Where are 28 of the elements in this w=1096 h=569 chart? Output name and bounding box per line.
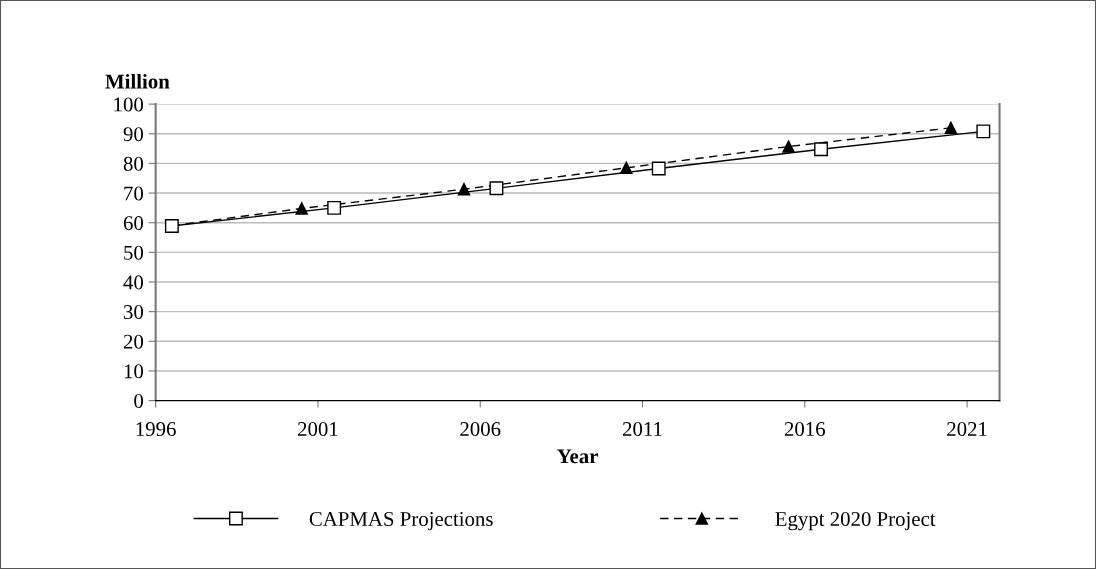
y-tick-label: 80 [123, 156, 144, 171]
point [327, 200, 342, 215]
y-tick-label: 20 [123, 334, 144, 349]
y-tick-label: 90 [123, 127, 144, 142]
y-tick-label: 30 [123, 305, 144, 320]
y-axis-title: Million [105, 73, 170, 89]
legend-label: CAPMAS Projections [309, 512, 493, 531]
x-tick-label: 2021 [947, 422, 987, 437]
legend-label: Egypt 2020 Project [775, 511, 936, 531]
y-tick-label: 50 [124, 245, 144, 260]
point [782, 140, 795, 153]
y-tick-label: 60 [123, 216, 144, 231]
x-tick-label: 2011 [622, 422, 662, 437]
x-tick-label: 2016 [784, 422, 826, 437]
x-tick-label: 2001 [298, 422, 338, 437]
point [814, 142, 828, 157]
point [944, 121, 958, 135]
y-tick-label: 40 [123, 275, 144, 290]
y-tick-label: 70 [124, 186, 144, 201]
point [651, 161, 666, 176]
x-tick-label: 2006 [460, 422, 501, 437]
point [976, 124, 991, 139]
y-tick-label: 0 [134, 393, 144, 409]
x-tick-label: 1996 [136, 422, 176, 437]
y-tick-label: 10 [124, 364, 144, 379]
y-tick-label: 100 [114, 97, 144, 112]
x-axis-title: Year [557, 449, 598, 464]
point [489, 181, 504, 196]
